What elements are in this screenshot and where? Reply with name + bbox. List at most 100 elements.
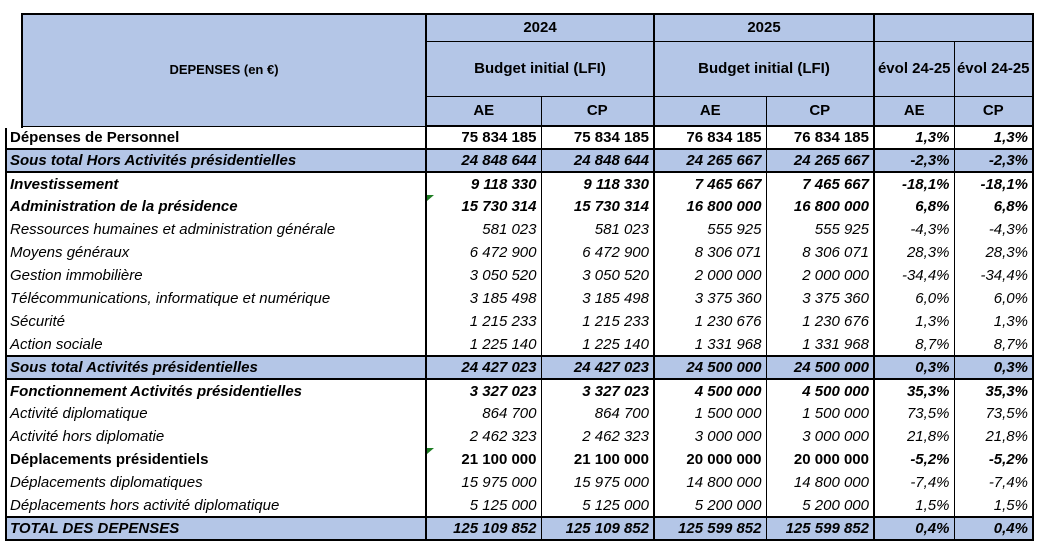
cell-value: 125 599 852 [654,516,767,541]
cell-value: -7,4% [874,471,955,494]
cell-value: 76 834 185 [654,126,767,149]
cell-value: 125 599 852 [766,516,875,541]
cell-value-text: -18,1% [980,175,1028,193]
cell-value-text: 24 265 667 [793,152,869,169]
cell-value-text: 864 700 [594,405,649,422]
cell-value: 1 230 676 [654,310,767,333]
cell-value: 8,7% [954,333,1033,356]
cell-value-text: 6 472 900 [582,244,649,261]
cell-value-text: 1 230 676 [802,313,869,330]
table-row: Gestion immobilière 3 050 520 3 050 520 2 0… [6,264,1033,287]
table-row: Action sociale 1 225 140 1 225 140 1 331 96… [6,333,1033,356]
cell-value-text: 24 500 000 [686,359,762,376]
cell-value-text: 6,8% [915,198,950,215]
cell-value-text: 15 730 314 [573,198,649,215]
cell-value: 1 225 140 [541,333,655,356]
cell-value-text: 555 925 [707,221,762,238]
column-header-year-2025: 2025 [654,14,875,42]
cell-value: 24 427 023 [541,355,655,380]
cell-value: 15 730 314 [426,195,542,218]
cell-value: 1,3% [874,126,955,149]
cell-value: 21 100 000 [541,448,655,471]
column-header-cp-2025: CP [766,96,875,127]
cell-value: 3 000 000 [766,425,875,448]
cell-value-text: 1 230 676 [694,313,762,330]
cell-value-text: 5 125 000 [582,496,649,514]
cell-value: 555 925 [766,218,875,241]
cell-value: 1 225 140 [426,333,542,356]
cell-value: 581 023 [541,218,655,241]
cell-value-text: 0,3% [915,359,950,376]
cell-value: 3 185 498 [426,287,542,310]
cell-value-text: 35,3% [985,382,1028,400]
cell-value-text: 24 427 023 [573,359,649,376]
cell-value: 24 265 667 [654,148,767,173]
cell-value-text: 0,3% [993,359,1028,376]
cell-value-text: 1 500 000 [802,405,869,422]
cell-value: 0,3% [874,355,955,380]
table-row: Ressources humaines et administration gé… [6,218,1033,241]
table-row: Activité hors diplomatie 2 462 323 2 462 3… [6,425,1033,448]
row-label-text: Déplacements hors activité diplomatique [10,496,280,514]
cell-value-text: 5 200 000 [694,496,762,514]
cell-value-text: 2 000 000 [694,267,762,284]
cell-value: 21,8% [874,425,955,448]
cell-value: -5,2% [954,448,1033,471]
cell-value: 2 462 323 [541,425,655,448]
cell-value: -34,4% [954,264,1033,287]
cell-value: 24 427 023 [426,355,542,380]
cell-value-text: -4,3% [910,221,950,238]
table-row: Télécommunications, informatique et numé… [6,287,1033,310]
cell-value: 24 848 644 [541,148,655,173]
column-header-ae-2024: AE [426,96,542,127]
cell-value: -4,3% [874,218,955,241]
row-label-text: Sécurité [10,313,66,330]
cell-value: 3 375 360 [766,287,875,310]
cell-value-text: 9 118 330 [583,175,649,193]
cell-value: 14 800 000 [654,471,767,494]
cell-value-text: 1 331 968 [694,335,762,353]
table-row: Dépenses de Personnel 75 834 185 75 834 18… [6,126,1033,149]
table-row: Moyens généraux 6 472 900 6 472 900 8 306 0… [6,241,1033,264]
row-label: Déplacements diplomatiques [6,471,427,494]
row-label: Fonctionnement Activités présidentielles [6,379,427,402]
cell-value: 9 118 330 [426,172,542,195]
row-label: Sous total Activités présidentielles [6,355,427,380]
cell-value: 14 800 000 [766,471,875,494]
cell-value-text: 1,5% [993,496,1028,514]
column-header-budget-2024: Budget initial (LFI) [426,41,655,97]
cell-value: 6,8% [874,195,955,218]
cell-value-text: 8 306 071 [694,244,762,261]
table-row: Sécurité 1 215 233 1 215 233 1 230 676 1 230… [6,310,1033,333]
cell-value-text: 1,5% [915,496,950,514]
cell-value: -2,3% [874,148,955,173]
cell-value: 24 500 000 [766,355,875,380]
cell-value-text: 4 500 000 [802,382,869,400]
cell-value: 3 050 520 [541,264,655,287]
table-row: TOTAL DES DEPENSES 125 109 852 125 109 852… [6,516,1033,541]
cell-value: 8 306 071 [766,241,875,264]
column-header-evol-ae: évol 24-25 [874,41,955,97]
cell-value: 76 834 185 [766,126,875,149]
cell-value-text: 24 848 644 [461,152,537,169]
cell-value-text: 8,7% [915,335,950,353]
cell-value-text: 8 306 071 [802,244,869,261]
cell-value: 7 465 667 [654,172,767,195]
cell-value-text: 3 185 498 [582,290,649,307]
row-label-text: Télécommunications, informatique et numé… [10,290,331,307]
cell-value-text: 0,4% [993,520,1028,537]
error-flag-icon [427,448,434,454]
column-header-depenses: DEPENSES (en €) [4,12,427,127]
row-label: Déplacements hors activité diplomatique [6,494,427,517]
cell-value-text: 24 500 000 [793,359,869,376]
cell-value: 3 050 520 [426,264,542,287]
cell-value: 5 125 000 [541,494,655,517]
error-flag-icon [427,195,434,201]
cell-value: 15 730 314 [541,195,655,218]
column-header-cp-2024: CP [541,96,655,127]
cell-value: 28,3% [874,241,955,264]
cell-value: 75 834 185 [541,126,655,149]
cell-value-text: 6,8% [993,198,1028,215]
cell-value-text: 28,3% [906,244,950,261]
cell-value-text: 6,0% [993,290,1028,307]
